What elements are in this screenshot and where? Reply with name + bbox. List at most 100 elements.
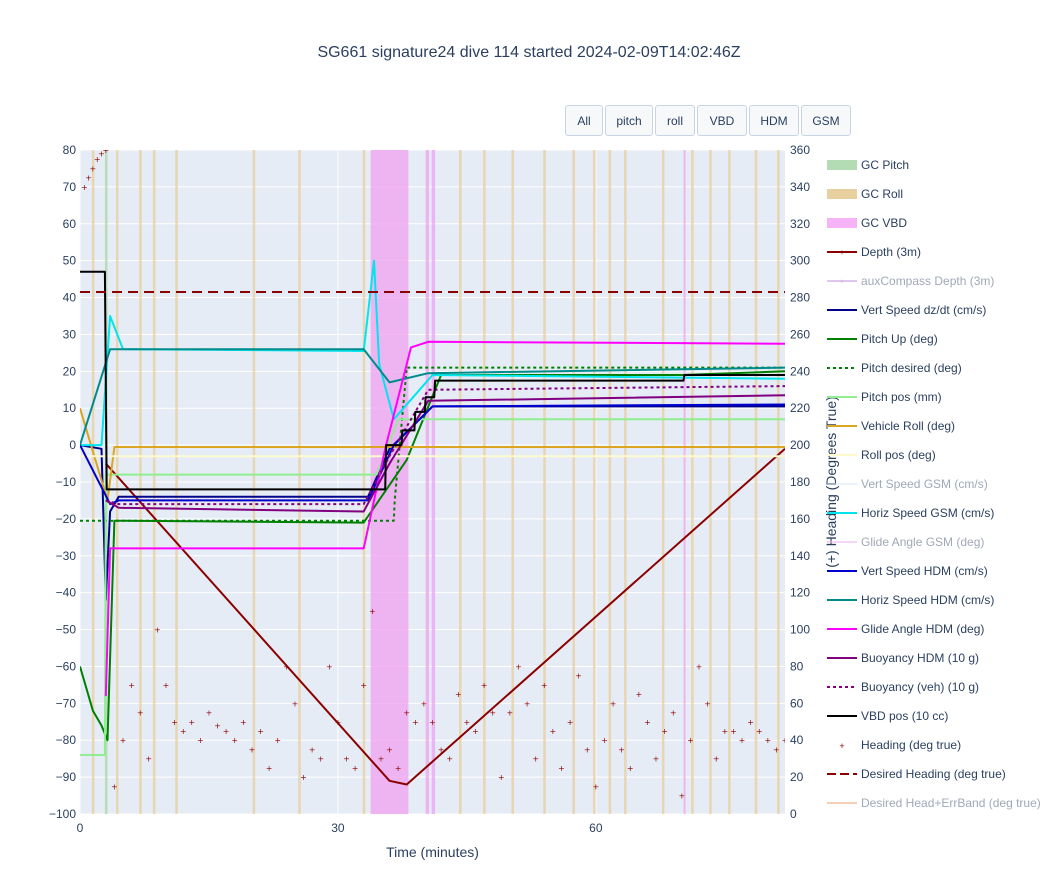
series-heading-deg-true-point: +: [610, 699, 617, 708]
y-tick-label: −50: [56, 623, 77, 637]
legend-swatch: [827, 160, 857, 170]
button-vbd[interactable]: VBD: [697, 105, 747, 136]
gc-roll-band: [152, 150, 156, 814]
series-heading-deg-true-point: +: [644, 718, 651, 727]
y2-tick-label: 300: [790, 254, 810, 268]
series-heading-deg-true-point: +: [249, 745, 256, 754]
legend-label: Vert Speed dz/dt (cm/s): [861, 303, 986, 317]
legend-item[interactable]: Vert Speed GSM (cm/s): [827, 477, 988, 491]
gc-roll-band: [252, 150, 256, 814]
series-heading-deg-true-point: +: [335, 718, 342, 727]
series-heading-deg-true-point: +: [360, 681, 367, 690]
button-hdm[interactable]: HDM: [749, 105, 799, 136]
series-heading-deg-true-point: +: [94, 155, 101, 164]
series-heading-deg-true-point: +: [171, 718, 178, 727]
series-heading-deg-true-point: +: [352, 764, 359, 773]
gc-roll-band: [608, 150, 612, 814]
y2-tick-label: 140: [790, 549, 810, 563]
series-heading-deg-true-point: +: [601, 736, 608, 745]
legend-item[interactable]: Pitch pos (mm): [827, 390, 942, 404]
y2-tick-label: 360: [790, 143, 810, 157]
legend-item[interactable]: Roll pos (deg): [827, 448, 936, 462]
legend-item[interactable]: GC Pitch: [827, 158, 909, 172]
legend-item[interactable]: VBD pos (10 cc): [827, 709, 948, 723]
button-pitch[interactable]: pitch: [605, 105, 653, 136]
legend-item[interactable]: Horiz Speed HDM (cm/s): [827, 593, 994, 607]
series-heading-deg-true-point: +: [773, 745, 780, 754]
legend-marker: +: [840, 277, 845, 286]
series-heading-deg-true-point: +: [635, 690, 642, 699]
series-heading-deg-true-point: +: [343, 755, 350, 764]
series-heading-deg-true-point: +: [163, 681, 170, 690]
y2-tick-label: 340: [790, 180, 810, 194]
legend-item[interactable]: Desired Head+ErrBand (deg true): [827, 796, 1041, 810]
series-heading-deg-true-point: +: [541, 681, 548, 690]
series-heading-deg-true-point: +: [145, 755, 152, 764]
legend-item[interactable]: + auxCompass Depth (3m): [827, 274, 994, 288]
legend-item[interactable]: GC VBD: [827, 216, 907, 230]
legend-item[interactable]: Glide Angle HDM (deg): [827, 622, 984, 636]
series-heading-deg-true-point: +: [730, 727, 737, 736]
series-heading-deg-true-point: +: [309, 745, 316, 754]
legend-item[interactable]: Vehicle Roll (deg): [827, 419, 955, 433]
legend-item[interactable]: Horiz Speed GSM (cm/s): [827, 506, 994, 520]
legend-item[interactable]: Vert Speed dz/dt (cm/s): [827, 303, 986, 317]
legend-item[interactable]: Pitch Up (deg): [827, 332, 938, 346]
series-heading-deg-true-point: +: [128, 681, 135, 690]
legend-item[interactable]: Glide Angle GSM (deg): [827, 535, 984, 549]
y-tick-label: −20: [56, 512, 77, 526]
series-heading-deg-true-point: +: [111, 782, 118, 791]
legend-item[interactable]: GC Roll: [827, 187, 903, 201]
button-gsm[interactable]: GSM: [801, 105, 851, 136]
legend-item[interactable]: + Heading (deg true): [839, 738, 961, 752]
series-heading-deg-true-point: +: [412, 718, 419, 727]
legend-item[interactable]: Desired Heading (deg true): [827, 767, 1006, 781]
series-pitch-pos-mm: [80, 418, 785, 756]
series-heading-deg-true-point: +: [661, 727, 668, 736]
x-tick-label: 30: [331, 821, 345, 835]
y-tick-label: 0: [69, 438, 76, 452]
y2-tick-label: 280: [790, 291, 810, 305]
legend-label: Pitch Up (deg): [861, 332, 938, 346]
legend-item[interactable]: Vert Speed HDM (cm/s): [827, 564, 988, 578]
series-heading-deg-true-point: +: [446, 755, 453, 764]
y-tick-label: 10: [63, 401, 77, 415]
series-heading-deg-true-point: +: [403, 709, 410, 718]
button-roll[interactable]: roll: [655, 105, 695, 136]
series-heading-deg-true-point: +: [274, 736, 281, 745]
gc-vbd-band: [425, 150, 430, 814]
gc-roll-band: [691, 150, 694, 814]
gc-roll-band: [593, 150, 596, 814]
y-tick-label: 70: [63, 180, 77, 194]
gc-roll-band: [754, 150, 758, 814]
series-buoyancy-hdm-10-g: [105, 394, 785, 513]
legend-item[interactable]: Buoyancy HDM (10 g): [827, 651, 979, 665]
legend-label: Depth (3m): [861, 245, 921, 259]
series-heading-deg-true-point: +: [326, 662, 333, 671]
y-tick-label: −90: [56, 770, 77, 784]
legend-label: Vert Speed GSM (cm/s): [861, 477, 988, 491]
series-heading-deg-true-point: +: [386, 745, 393, 754]
legend-label: Horiz Speed GSM (cm/s): [861, 506, 994, 520]
series-heading-deg-true-point: +: [498, 773, 505, 782]
series-heading-deg-true-point: +: [653, 755, 660, 764]
series-heading-deg-true-point: +: [102, 146, 109, 155]
gc-roll-band: [728, 150, 731, 814]
legend-item[interactable]: Pitch desired (deg): [827, 361, 962, 375]
y2-axis-label: (+) Heading (Degrees True): [823, 396, 839, 568]
y2-tick-label: 40: [790, 733, 804, 747]
legend-marker: +: [840, 248, 845, 257]
x-tick-label: 60: [589, 821, 603, 835]
series-heading-deg-true-point: +: [687, 736, 694, 745]
series-vbd-pos-10-cc: [80, 270, 785, 491]
legend-item[interactable]: + Depth (3m): [827, 245, 921, 259]
gc-vbd-band: [683, 150, 686, 814]
y-tick-label: −30: [56, 549, 77, 563]
series-heading-deg-true-point: +: [455, 690, 462, 699]
series-heading-deg-true-point: +: [81, 183, 88, 192]
y2-tick-label: 240: [790, 364, 810, 378]
legend-item[interactable]: Buoyancy (veh) (10 g): [827, 680, 979, 694]
gc-roll-band: [175, 150, 178, 814]
button-all[interactable]: All: [565, 105, 603, 136]
